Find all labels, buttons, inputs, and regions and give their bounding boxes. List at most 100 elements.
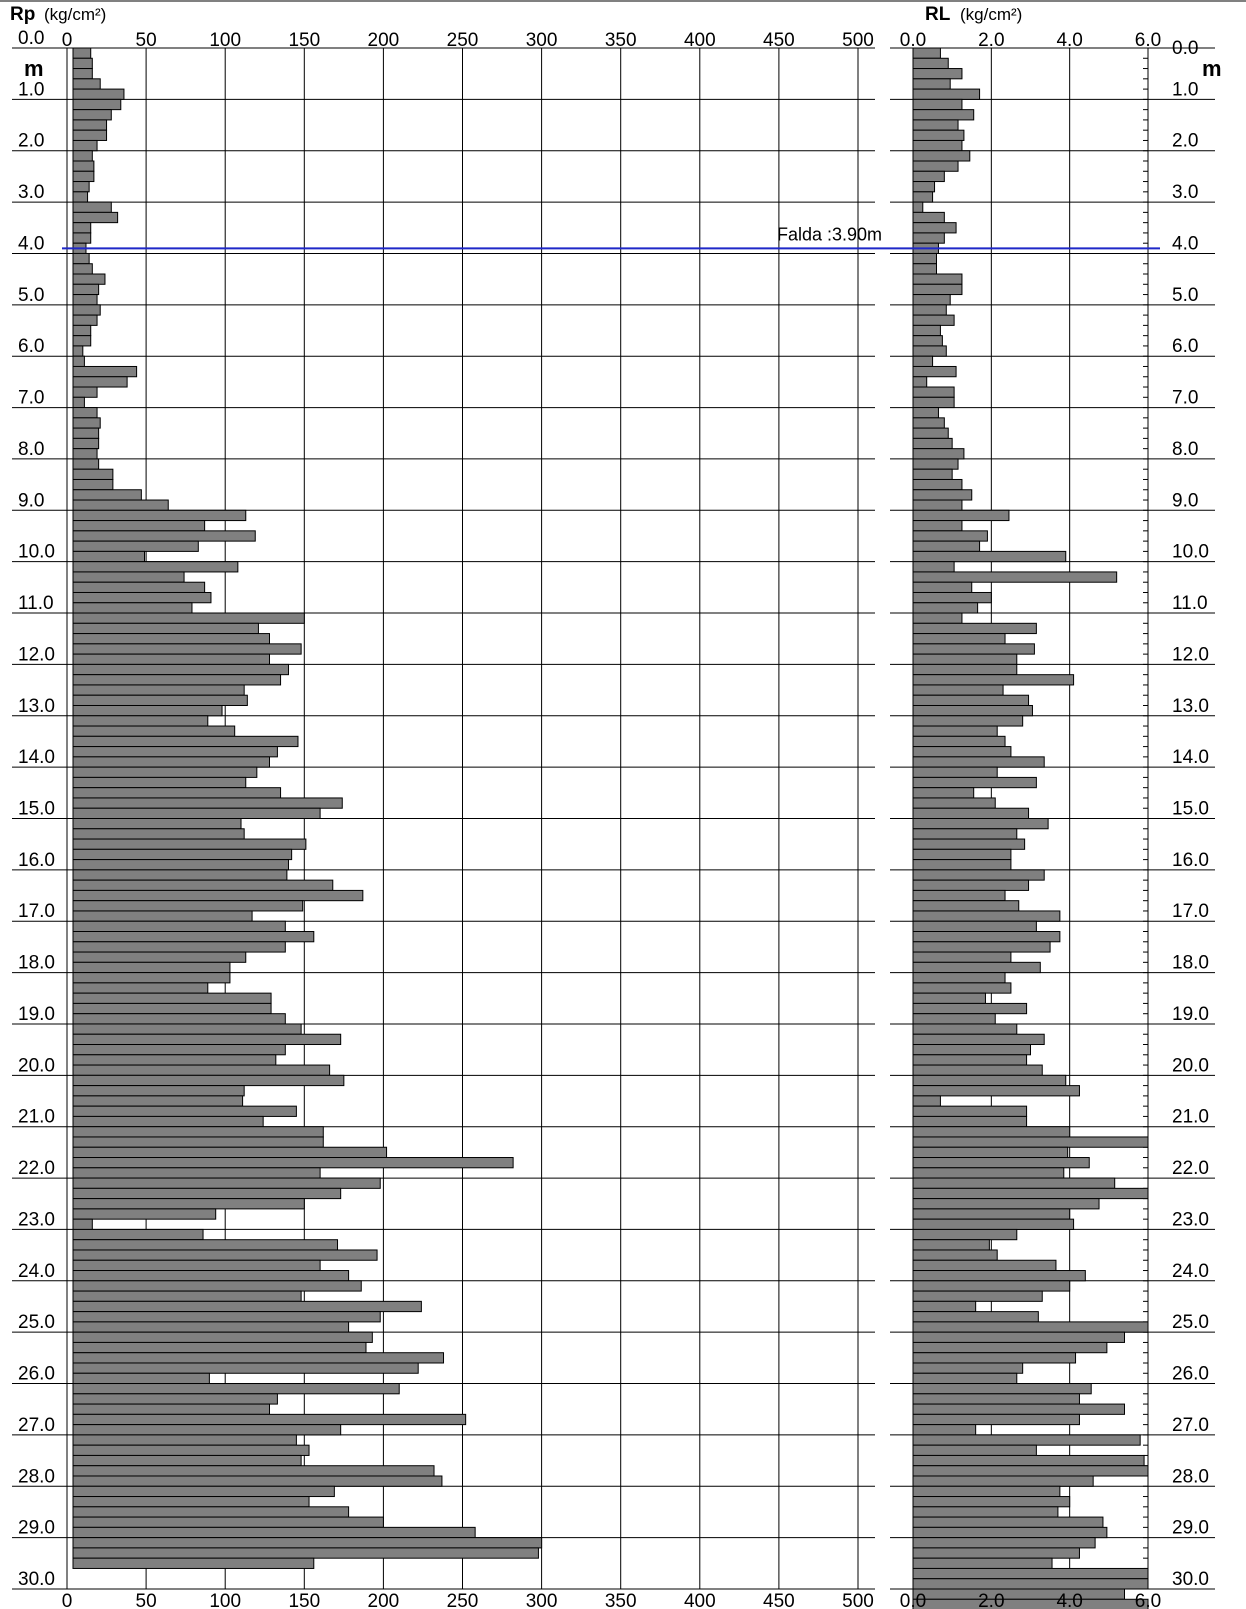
rl-bar <box>912 88 981 100</box>
rp-bar <box>72 1249 378 1261</box>
rl-bar <box>912 828 1018 840</box>
rp-bar <box>72 232 92 244</box>
rl-depth-label: 7.0 <box>1172 388 1198 409</box>
rp-unit-label: (kg/cm²) <box>44 5 106 24</box>
rp-bar <box>72 68 93 80</box>
rl-bar <box>912 1475 1094 1487</box>
rp-bar <box>72 1290 302 1302</box>
rp-x-tick-label-top: 350 <box>605 30 637 51</box>
rp-x-tick-label-bottom: 350 <box>605 1591 637 1609</box>
rp-bar <box>72 489 142 501</box>
rl-bar <box>912 920 1037 933</box>
rl-depth-label: 27.0 <box>1172 1415 1209 1436</box>
rl-bar <box>912 181 936 193</box>
rp-bar <box>72 694 248 706</box>
rl-bar <box>912 211 945 224</box>
rl-bar <box>912 273 963 285</box>
rl-bar <box>912 1290 1043 1302</box>
rl-bar <box>912 859 1012 871</box>
rp-bar <box>72 1259 321 1272</box>
rp-depth-label: 29.0 <box>18 1518 55 1539</box>
rp-bar <box>72 735 299 748</box>
rp-bar <box>72 335 92 347</box>
rp-x-tick-label-top: 250 <box>447 30 479 51</box>
rp-x-tick-label-bottom: 400 <box>684 1591 716 1609</box>
rp-x-tick-label-bottom: 200 <box>368 1591 400 1609</box>
rp-bar <box>72 1167 321 1179</box>
rp-bar <box>72 663 289 676</box>
rl-depth-label: 28.0 <box>1172 1466 1209 1487</box>
rp-depth-labels: 0.0 1.0 2.0 3.0 4.0 5.0 6.0 7.0 8.0 9.0 10.0 11.0 12… <box>18 28 55 1590</box>
rp-bar <box>72 715 209 727</box>
rp-bar <box>72 848 293 861</box>
rl-bar <box>912 345 947 357</box>
rp-bar <box>72 869 288 881</box>
rl-bar <box>912 1300 977 1313</box>
rl-bar <box>912 407 939 419</box>
rl-bar <box>912 1321 1149 1333</box>
rp-depth-label: 14.0 <box>18 747 55 768</box>
rp-bar <box>72 509 247 522</box>
rp-bar <box>72 972 231 984</box>
rl-depth-label: 8.0 <box>1172 439 1198 460</box>
rl-depth-label: 14.0 <box>1172 747 1209 768</box>
rl-bar <box>912 294 951 306</box>
rp-bar <box>72 458 100 470</box>
rl-bar <box>912 982 1012 994</box>
rp-bar <box>72 1085 245 1097</box>
rp-bar <box>72 520 206 532</box>
rp-bar <box>72 1064 331 1076</box>
rp-bar <box>72 1198 305 1210</box>
rp-bar <box>72 98 122 111</box>
rl-bar <box>912 951 1012 963</box>
rl-bar <box>912 468 953 480</box>
rp-bar <box>72 961 231 974</box>
rp-bar <box>72 283 100 296</box>
rl-bar <box>912 1167 1065 1179</box>
rl-bar <box>912 109 975 121</box>
rl-bar <box>912 386 955 398</box>
rp-bar <box>72 139 98 152</box>
rl-bar <box>912 1136 1149 1148</box>
rl-bar <box>912 530 988 542</box>
rp-depth-label: 24.0 <box>18 1261 55 1282</box>
rp-depth-label: 21.0 <box>18 1107 55 1128</box>
rl-bar <box>912 622 1037 635</box>
rp-bar <box>72 1300 422 1313</box>
rp-bar <box>72 1074 345 1087</box>
rl-depth-label: 15.0 <box>1172 799 1209 820</box>
rl-depth-label: 12.0 <box>1172 644 1209 665</box>
rl-bar <box>912 571 1118 583</box>
rl-bar <box>912 900 1020 912</box>
rl-bar <box>912 335 943 347</box>
rp-bars <box>72 47 543 1569</box>
rp-bar <box>72 1126 324 1138</box>
rp-depth-label: 23.0 <box>18 1209 55 1230</box>
rl-bar <box>912 1331 1125 1343</box>
rp-bar <box>72 88 125 100</box>
rp-depth-label: 6.0 <box>18 336 44 357</box>
rp-bar <box>72 57 93 70</box>
rp-depth-label: 18.0 <box>18 953 55 974</box>
rp-depth-label: 8.0 <box>18 439 44 460</box>
rl-depth-label: 1.0 <box>1172 79 1198 100</box>
rl-bar <box>912 160 959 172</box>
rp-x-tick-label-bottom: 150 <box>288 1591 320 1609</box>
rl-bar <box>912 1413 1080 1426</box>
rl-bar <box>912 910 1061 922</box>
rl-bar <box>912 1444 1037 1456</box>
rl-bar <box>912 191 934 203</box>
water-table: Falda :3.90m <box>62 224 1160 250</box>
rl-bar <box>912 1013 996 1025</box>
rp-bar <box>72 1341 367 1354</box>
rp-bar <box>72 653 270 665</box>
rp-x-tick-label-top: 450 <box>763 30 795 51</box>
rl-bar <box>912 838 1026 850</box>
rl-depth-label: 0.0 <box>1172 38 1198 59</box>
rp-bar <box>72 468 114 480</box>
rl-bar <box>912 931 1061 943</box>
rp-bar <box>72 437 100 450</box>
rl-bar <box>912 150 971 162</box>
rl-bar <box>912 725 998 737</box>
rl-bar <box>912 283 963 296</box>
